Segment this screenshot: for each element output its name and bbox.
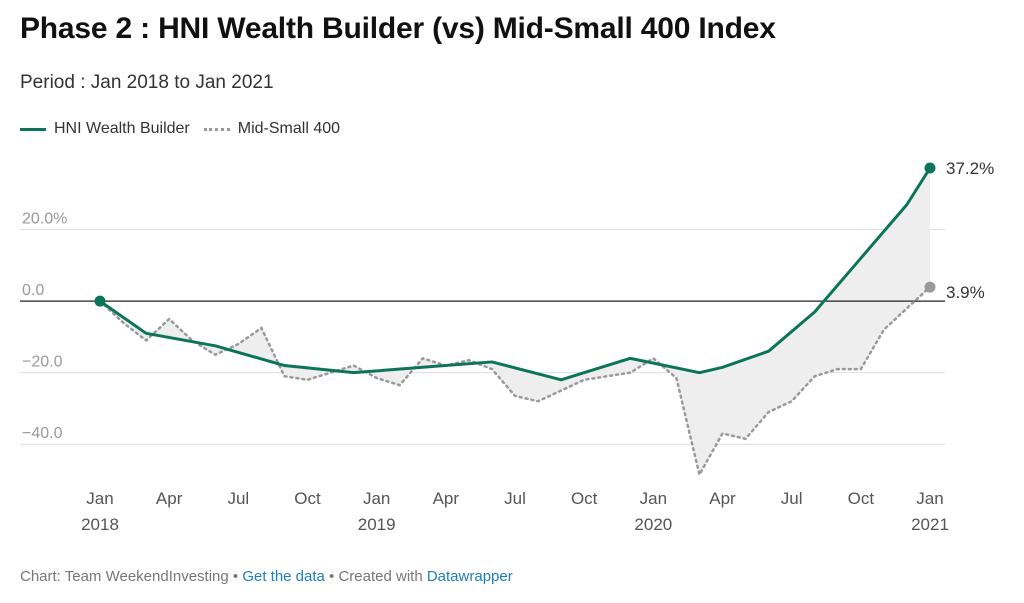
footer-created-with: • Created with xyxy=(324,568,427,585)
series-line-hni xyxy=(99,167,932,382)
x-tick-label: Apr xyxy=(156,489,183,508)
x-tick-label: Jul xyxy=(781,489,803,508)
x-tick-label: Jan xyxy=(916,489,943,508)
midsmall-end-label: 3.9% xyxy=(946,283,985,302)
line-chart: 20.0% 0.0 −20.0 −40.0 37.2% 3.9% Jan 2018 Apr Jul… xyxy=(20,159,994,534)
difference-area xyxy=(100,168,930,475)
x-tick-label: Apr xyxy=(433,489,460,508)
footer-credit: Chart: Team WeekendInvesting • xyxy=(20,568,243,585)
x-tick-label: Jul xyxy=(227,489,249,508)
x-tick-label: Jan xyxy=(86,489,113,508)
legend-swatch-midsmall xyxy=(203,127,230,131)
legend-item-midsmall: Mid-Small 400 xyxy=(203,120,341,138)
series-line-midsmall xyxy=(98,285,932,479)
x-tick-label: Oct xyxy=(571,489,598,508)
y-tick-label: −20.0 xyxy=(22,354,63,371)
legend-label-hni: HNI Wealth Builder xyxy=(54,120,190,137)
x-tick-year: 2021 xyxy=(911,515,949,534)
legend-label-midsmall: Mid-Small 400 xyxy=(237,120,341,137)
y-tick-label: 0.0 xyxy=(22,282,44,299)
x-tick-year: 2018 xyxy=(81,515,119,534)
x-tick-year: 2019 xyxy=(358,515,396,534)
legend-item-hni: HNI Wealth Builder xyxy=(20,120,190,138)
x-tick-year: 2020 xyxy=(634,515,672,534)
x-tick-label: Jan xyxy=(363,489,390,508)
y-tick-label: 20.0% xyxy=(22,211,67,228)
y-tick-label: −40.0 xyxy=(22,425,63,442)
legend-swatch-hni xyxy=(20,127,46,131)
chart-legend: HNI Wealth Builder Mid-Small 400 xyxy=(20,120,354,138)
hni-end-point xyxy=(924,162,936,174)
x-tick-label: Oct xyxy=(294,489,321,508)
x-tick-label: Oct xyxy=(848,489,875,508)
datawrapper-link[interactable]: Datawrapper xyxy=(426,568,513,585)
chart-title: Phase 2 : HNI Wealth Builder (vs) Mid-Sm… xyxy=(20,12,776,45)
x-tick-label: Jul xyxy=(504,489,526,508)
x-tick-label: Jan xyxy=(640,489,667,508)
midsmall-end-point xyxy=(924,281,936,293)
get-data-link[interactable]: Get the data xyxy=(242,568,325,585)
x-tick-label: Apr xyxy=(709,489,736,508)
chart-footer: Chart: Team WeekendInvesting • Get the d… xyxy=(20,568,513,585)
hni-end-label: 37.2% xyxy=(946,159,994,178)
chart-subtitle: Period : Jan 2018 to Jan 2021 xyxy=(20,72,274,93)
hni-start-point xyxy=(94,295,106,307)
